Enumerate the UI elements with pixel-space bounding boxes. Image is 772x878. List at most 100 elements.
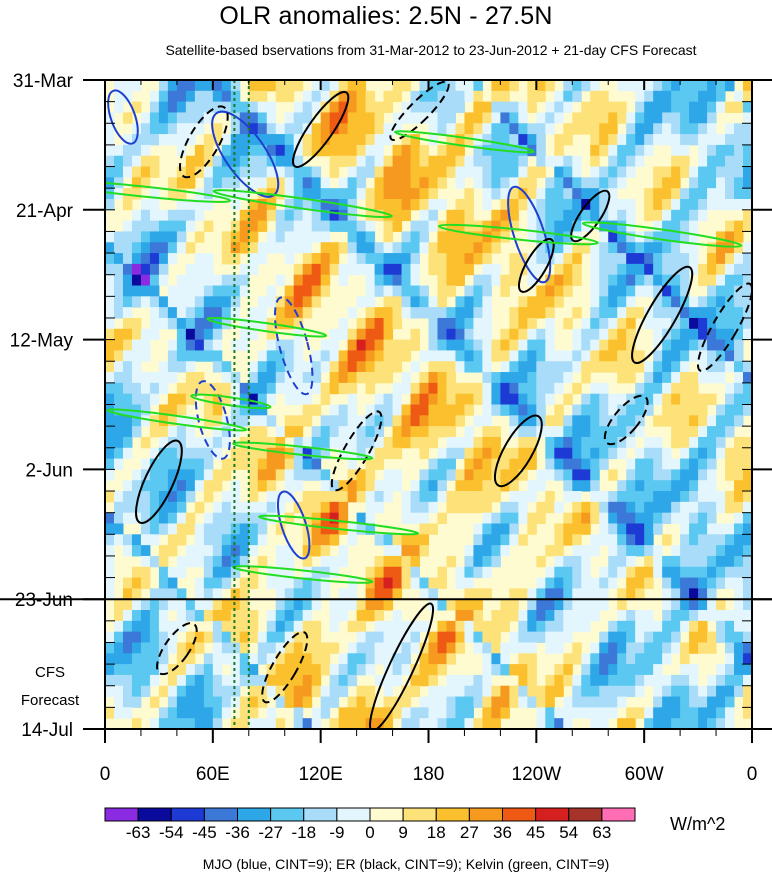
heatmap-cell bbox=[194, 588, 205, 600]
heatmap-cell bbox=[689, 209, 699, 222]
heatmap-cell bbox=[347, 307, 358, 319]
heatmap-cell bbox=[428, 653, 438, 665]
heatmap-cell bbox=[140, 231, 151, 243]
heatmap-cell bbox=[428, 426, 438, 438]
heatmap-cell bbox=[491, 534, 501, 546]
heatmap-cell bbox=[149, 664, 160, 676]
heatmap-cell bbox=[689, 545, 699, 557]
heatmap-cell bbox=[122, 112, 133, 124]
heatmap-cell bbox=[491, 242, 501, 254]
heatmap-cell bbox=[572, 112, 582, 124]
heatmap-cell bbox=[122, 155, 133, 168]
heatmap-cell bbox=[464, 198, 474, 211]
heatmap-cell bbox=[275, 642, 286, 654]
heatmap-cell bbox=[383, 415, 394, 427]
heatmap-cell bbox=[275, 436, 286, 449]
heatmap-cell bbox=[473, 274, 483, 287]
heatmap-cell bbox=[257, 555, 268, 568]
heatmap-cell bbox=[563, 555, 573, 568]
heatmap-cell bbox=[653, 112, 663, 124]
heatmap-cell bbox=[662, 415, 672, 427]
heatmap-cell bbox=[158, 555, 169, 568]
heatmap-cell bbox=[734, 577, 744, 589]
heatmap-cell bbox=[410, 620, 421, 633]
heatmap-cell bbox=[401, 382, 412, 395]
heatmap-cell bbox=[464, 231, 474, 243]
heatmap-cell bbox=[158, 263, 169, 276]
heatmap-cell bbox=[203, 101, 214, 113]
heatmap-cell bbox=[140, 253, 151, 265]
heatmap-cell bbox=[158, 372, 169, 384]
heatmap-cell bbox=[347, 458, 358, 470]
heatmap-cell bbox=[725, 696, 735, 708]
heatmap-cell bbox=[158, 317, 169, 330]
heatmap-cell bbox=[167, 307, 178, 319]
heatmap-cell bbox=[122, 198, 133, 211]
heatmap-cell bbox=[275, 577, 286, 589]
heatmap-cell bbox=[419, 188, 429, 200]
heatmap-cell bbox=[491, 393, 501, 405]
heatmap-cell bbox=[131, 696, 142, 708]
heatmap-cell bbox=[257, 534, 268, 546]
heatmap-cell bbox=[365, 112, 376, 124]
heatmap-cell bbox=[311, 134, 322, 146]
heatmap-cell bbox=[590, 242, 600, 254]
heatmap-cell bbox=[635, 90, 645, 103]
heatmap-cell bbox=[302, 620, 313, 633]
heatmap-cell bbox=[500, 382, 510, 395]
heatmap-cell bbox=[311, 361, 322, 373]
heatmap-cell bbox=[122, 480, 133, 492]
heatmap-cell bbox=[293, 372, 304, 384]
heatmap-cell bbox=[689, 469, 699, 481]
heatmap-cell bbox=[338, 447, 349, 460]
heatmap-cell bbox=[509, 415, 519, 427]
heatmap-cell bbox=[608, 469, 618, 481]
heatmap-cell bbox=[212, 274, 223, 287]
heatmap-cell bbox=[131, 339, 142, 351]
heatmap-cell bbox=[608, 685, 618, 698]
heatmap-cell bbox=[698, 198, 708, 211]
heatmap-cell bbox=[149, 307, 160, 319]
heatmap-cell bbox=[581, 317, 591, 330]
heatmap-cell bbox=[266, 242, 277, 254]
heatmap-cell bbox=[599, 436, 609, 449]
heatmap-cell bbox=[464, 696, 474, 708]
heatmap-cell bbox=[482, 307, 492, 319]
heatmap-cell bbox=[671, 209, 681, 222]
heatmap-cell bbox=[527, 458, 537, 470]
heatmap-cell bbox=[158, 631, 169, 643]
heatmap-cell bbox=[716, 491, 726, 503]
heatmap-cell bbox=[545, 123, 555, 135]
heatmap-cell bbox=[545, 220, 555, 232]
heatmap-cell bbox=[482, 458, 492, 470]
heatmap-cell bbox=[347, 242, 358, 254]
heatmap-cell bbox=[734, 599, 744, 611]
heatmap-cell bbox=[356, 653, 367, 665]
heatmap-cell bbox=[581, 242, 591, 254]
heatmap-cell bbox=[410, 112, 421, 124]
heatmap-cell bbox=[662, 123, 672, 135]
heatmap-cell bbox=[563, 523, 573, 535]
heatmap-cell bbox=[149, 382, 160, 395]
heatmap-cell bbox=[230, 80, 241, 92]
heatmap-cell bbox=[392, 653, 403, 665]
heatmap-cell bbox=[221, 134, 232, 146]
heatmap-cell bbox=[572, 610, 582, 622]
heatmap-cell bbox=[113, 328, 124, 341]
heatmap-cell bbox=[221, 253, 232, 265]
heatmap-cell bbox=[581, 220, 591, 232]
heatmap-cell bbox=[599, 263, 609, 276]
heatmap-cell bbox=[311, 599, 322, 611]
heatmap-cell bbox=[122, 188, 133, 200]
heatmap-cell bbox=[563, 599, 573, 611]
heatmap-cell bbox=[689, 317, 699, 330]
heatmap-cell bbox=[518, 458, 528, 470]
heatmap-cell bbox=[167, 620, 178, 633]
heatmap-cell bbox=[734, 534, 744, 546]
heatmap-cell bbox=[239, 112, 250, 124]
heatmap-cell bbox=[572, 566, 582, 579]
heatmap-cell bbox=[734, 231, 744, 243]
heatmap-cell bbox=[113, 382, 124, 395]
heatmap-cell bbox=[158, 404, 169, 416]
heatmap-cell bbox=[248, 220, 259, 232]
